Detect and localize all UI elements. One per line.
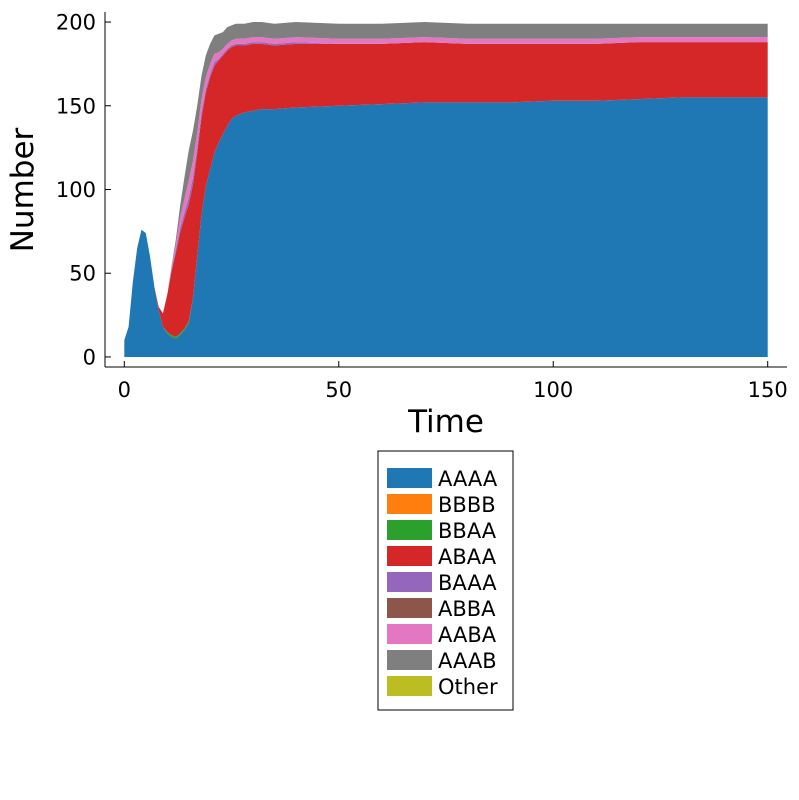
legend-label-baaa: BAAA: [438, 571, 497, 595]
y-axis-ticks: 0 50 100 150 200: [56, 11, 111, 369]
x-tick-label: 0: [118, 378, 131, 402]
area-layer: [124, 22, 768, 357]
legend-label-aaba: AABA: [438, 623, 497, 647]
x-tick-label: 150: [748, 378, 788, 402]
x-axis-ticks: 0 50 100 150: [118, 361, 788, 402]
y-tick-label: 150: [56, 94, 96, 118]
legend-label-other: Other: [438, 675, 498, 699]
y-tick-label: 50: [69, 262, 96, 286]
x-tick-label: 100: [533, 378, 573, 402]
y-tick-label: 100: [56, 178, 96, 202]
area-series-aaaa: [124, 97, 768, 357]
legend-label-aaab: AAAB: [438, 649, 497, 673]
area-series-abaa: [124, 42, 768, 341]
y-axis-label: Number: [5, 127, 41, 252]
legend-swatch-bbaa: [387, 520, 432, 540]
legend-swatch-other: [387, 676, 432, 696]
y-tick-label: 0: [83, 345, 96, 369]
legend-swatch-abba: [387, 598, 432, 618]
legend-label-abaa: ABAA: [438, 545, 497, 569]
legend-label-abba: ABBA: [438, 597, 496, 621]
y-tick-label: 200: [56, 11, 96, 35]
legend-swatch-aaab: [387, 650, 432, 670]
legend-swatch-aaaa: [387, 468, 432, 488]
legend-swatch-bbbb: [387, 494, 432, 514]
x-axis-label: Time: [407, 404, 484, 440]
legend-swatch-aaba: [387, 624, 432, 644]
legend-label-bbbb: BBBB: [438, 493, 496, 517]
legend-swatch-baaa: [387, 572, 432, 592]
x-tick-label: 50: [325, 378, 352, 402]
legend-label-bbaa: BBAA: [438, 519, 497, 543]
legend-label-aaaa: AAAA: [438, 467, 498, 491]
legend-swatch-abaa: [387, 546, 432, 566]
